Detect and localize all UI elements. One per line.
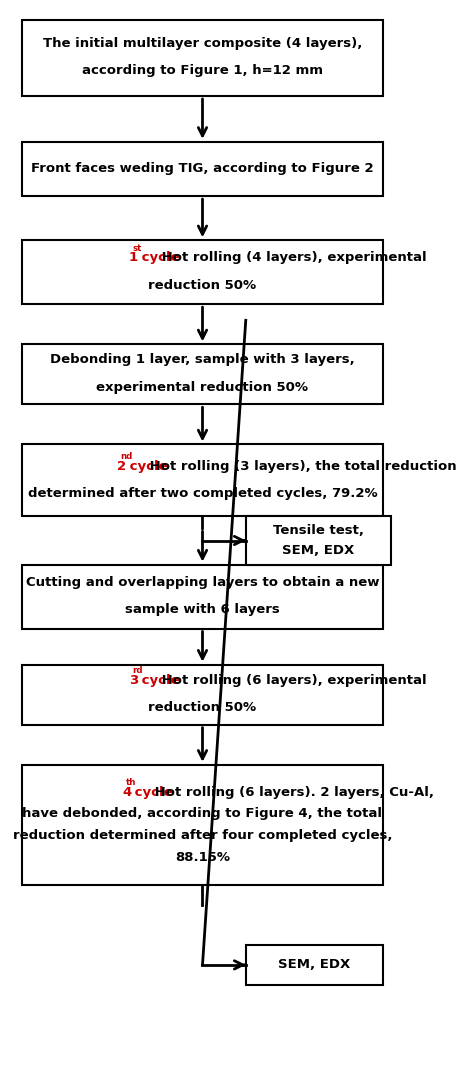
Text: Hot rolling (6 layers). 2 layers, Cu-Al,: Hot rolling (6 layers). 2 layers, Cu-Al, xyxy=(150,786,434,799)
Text: SEM, EDX: SEM, EDX xyxy=(279,959,351,972)
Text: reduction 50%: reduction 50% xyxy=(148,700,256,713)
FancyBboxPatch shape xyxy=(21,21,383,96)
FancyBboxPatch shape xyxy=(21,665,383,724)
Text: nd: nd xyxy=(120,452,133,461)
Text: sample with 6 layers: sample with 6 layers xyxy=(125,603,280,616)
FancyBboxPatch shape xyxy=(246,945,383,985)
Text: 4: 4 xyxy=(122,786,131,799)
Text: The initial multilayer composite (4 layers),: The initial multilayer composite (4 laye… xyxy=(43,37,362,50)
Text: SEM, EDX: SEM, EDX xyxy=(283,544,355,557)
Text: have debonded, according to Figure 4, the total: have debonded, according to Figure 4, th… xyxy=(22,808,383,820)
FancyBboxPatch shape xyxy=(21,564,383,628)
Text: cycle: cycle xyxy=(125,459,168,472)
Text: Tensile test,: Tensile test, xyxy=(273,524,364,537)
FancyBboxPatch shape xyxy=(21,444,383,517)
Text: rd: rd xyxy=(132,666,143,676)
Text: Hot rolling (4 layers), experimental: Hot rolling (4 layers), experimental xyxy=(157,252,427,265)
FancyBboxPatch shape xyxy=(246,517,392,564)
Text: Front faces weding TIG, according to Figure 2: Front faces weding TIG, according to Fig… xyxy=(31,162,374,175)
Text: according to Figure 1, h=12 mm: according to Figure 1, h=12 mm xyxy=(82,65,323,78)
Text: reduction 50%: reduction 50% xyxy=(148,279,256,292)
Text: cycle: cycle xyxy=(137,252,180,265)
Text: Hot rolling (6 layers), experimental: Hot rolling (6 layers), experimental xyxy=(157,673,427,686)
Text: th: th xyxy=(126,778,136,787)
FancyBboxPatch shape xyxy=(21,142,383,196)
FancyBboxPatch shape xyxy=(21,240,383,304)
Text: st: st xyxy=(132,243,142,253)
Text: cycle: cycle xyxy=(130,786,173,799)
FancyBboxPatch shape xyxy=(21,345,383,404)
Text: determined after two completed cycles, 79.2%: determined after two completed cycles, 7… xyxy=(27,486,377,499)
FancyBboxPatch shape xyxy=(21,764,383,885)
Text: cycle: cycle xyxy=(137,673,180,686)
Text: 1: 1 xyxy=(129,252,138,265)
Text: Cutting and overlapping layers to obtain a new: Cutting and overlapping layers to obtain… xyxy=(26,576,379,589)
Text: Debonding 1 layer, sample with 3 layers,: Debonding 1 layer, sample with 3 layers, xyxy=(50,353,355,366)
Text: 2: 2 xyxy=(117,459,127,472)
Text: reduction determined after four completed cycles,: reduction determined after four complete… xyxy=(13,829,392,842)
Text: Hot rolling (3 layers), the total reduction: Hot rolling (3 layers), the total reduct… xyxy=(146,459,457,472)
Text: 88.15%: 88.15% xyxy=(175,851,230,864)
Text: experimental reduction 50%: experimental reduction 50% xyxy=(97,381,309,393)
Text: 3: 3 xyxy=(129,673,138,686)
